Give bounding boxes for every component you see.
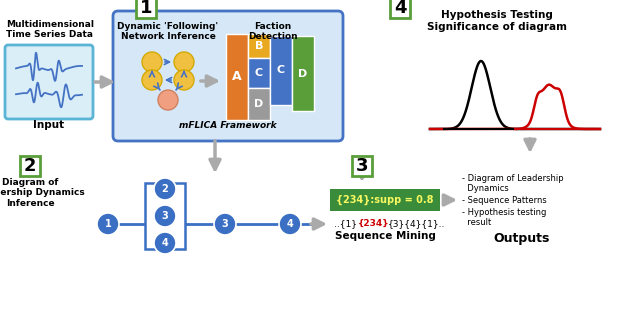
Text: - Diagram of Leadership
  Dynamics: - Diagram of Leadership Dynamics	[462, 174, 564, 193]
Circle shape	[142, 52, 162, 72]
Bar	[248, 88, 270, 120]
Text: Sequence Mining: Sequence Mining	[335, 231, 435, 241]
Text: - Sequence Patterns: - Sequence Patterns	[462, 196, 547, 205]
Circle shape	[154, 178, 176, 200]
Bar	[145, 183, 185, 249]
Text: 2: 2	[24, 157, 36, 175]
Text: D: D	[254, 99, 264, 109]
Text: 1: 1	[140, 0, 152, 17]
Bar	[248, 58, 270, 88]
Text: Multidimensional
Time Series Data: Multidimensional Time Series Data	[6, 20, 94, 39]
Text: {234}:supp = 0.8: {234}:supp = 0.8	[336, 195, 434, 205]
Bar	[136, 0, 156, 18]
Text: Faction
Detection: Faction Detection	[248, 22, 298, 41]
Text: {3}{4}{1}..: {3}{4}{1}..	[388, 219, 445, 228]
Text: 1: 1	[104, 219, 111, 229]
Text: Input: Input	[33, 120, 65, 130]
Text: - Hypothesis testing
  result: - Hypothesis testing result	[462, 208, 547, 227]
Text: 4: 4	[394, 0, 406, 17]
Bar	[352, 156, 372, 176]
Bar	[330, 189, 440, 211]
Circle shape	[158, 90, 178, 110]
Bar	[248, 34, 270, 58]
Circle shape	[174, 52, 194, 72]
Circle shape	[142, 70, 162, 90]
Text: ..{1}: ..{1}	[334, 219, 357, 228]
Bar	[226, 34, 248, 120]
Text: B: B	[255, 41, 263, 51]
Text: Outputs: Outputs	[494, 232, 550, 245]
Text: 2: 2	[162, 184, 168, 194]
Text: mFLICA Framework: mFLICA Framework	[179, 121, 277, 130]
Bar	[270, 36, 292, 105]
Circle shape	[154, 205, 176, 227]
Text: Dynamic 'Following'
Network Inference: Dynamic 'Following' Network Inference	[117, 22, 219, 41]
Bar	[292, 36, 314, 111]
Text: {234}: {234}	[358, 219, 390, 228]
FancyBboxPatch shape	[5, 45, 93, 119]
Bar	[390, 0, 410, 18]
Circle shape	[214, 213, 236, 235]
Bar	[20, 156, 40, 176]
Text: 3: 3	[221, 219, 228, 229]
Circle shape	[154, 232, 176, 254]
FancyBboxPatch shape	[113, 11, 343, 141]
Circle shape	[279, 213, 301, 235]
Text: A: A	[232, 71, 242, 84]
Text: Hypothesis Testing
Significance of diagram: Hypothesis Testing Significance of diagr…	[427, 10, 567, 32]
Circle shape	[97, 213, 119, 235]
Text: 4: 4	[162, 238, 168, 248]
Circle shape	[174, 70, 194, 90]
Text: C: C	[255, 68, 263, 78]
Text: D: D	[298, 68, 308, 78]
Text: C: C	[277, 65, 285, 75]
Text: 3: 3	[356, 157, 368, 175]
Text: Diagram of
Leadership Dynamics
Inference: Diagram of Leadership Dynamics Inference	[0, 178, 84, 208]
Text: 4: 4	[287, 219, 293, 229]
Text: 3: 3	[162, 211, 168, 221]
